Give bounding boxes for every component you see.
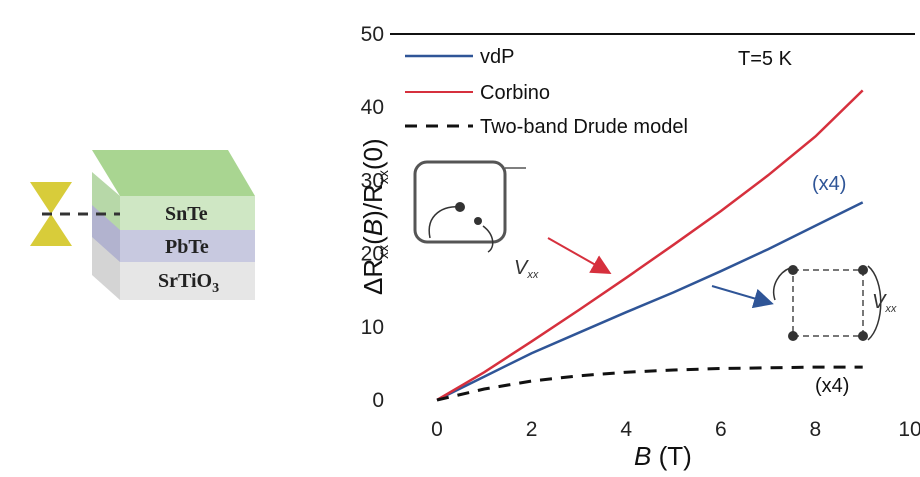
vdp-inset: Vxx (773, 265, 897, 341)
drude-scale-label: (x4) (815, 375, 849, 397)
corbino-sample-outline (413, 160, 507, 244)
layer-label-pbte: PbTe (165, 236, 209, 258)
y-tick-label: 20 (361, 243, 384, 266)
legend-label-vdp: vdP (480, 46, 514, 68)
corbino-contact-2 (474, 217, 482, 225)
legend: vdP Corbino Two-band Drude model (405, 46, 688, 138)
vdp-contact-4 (858, 331, 868, 341)
vdp-sample-outline (792, 269, 864, 337)
x-axis-label: B (T) (634, 441, 692, 471)
series-line-corbino (436, 89, 864, 402)
y-tick-label: 30 (361, 169, 384, 192)
series-line-two-band-drude-model (436, 365, 863, 402)
series-line-vdp (436, 201, 864, 402)
x-tick-labels: 0 2 4 6 8 10 (431, 418, 920, 441)
x-tick-label: 2 (526, 418, 538, 441)
y-tick-label: 10 (361, 316, 384, 339)
layer-stack-schematic: SnTe PbTe SrTiO3 (30, 150, 255, 300)
vdp-contact-2 (858, 265, 868, 275)
srtio3-front (120, 260, 255, 300)
layer-label-srtio3: SrTiO3 (158, 270, 219, 296)
snte-front (120, 196, 255, 230)
corbino-voltage-arc (482, 225, 494, 253)
x-tick-label: 8 (810, 418, 822, 441)
vdp-contact-3 (788, 331, 798, 341)
corbino-vxx-label: Vxx (514, 257, 539, 281)
vdp-contact-1 (788, 265, 798, 275)
y-tick-labels: 0 10 20 30 40 50 (361, 23, 384, 412)
y-axis-label: ΔRxx(B)/Rxx(0) (358, 138, 391, 295)
x-tick-label: 4 (620, 418, 632, 441)
corbino-inset: Vxx (413, 160, 539, 281)
x-tick-label: 0 (431, 418, 443, 441)
x-tick-label: 6 (715, 418, 727, 441)
corbino-contact-1 (455, 202, 465, 212)
legend-label-corbino: Corbino (480, 82, 550, 104)
corbino-probe-arc (428, 206, 461, 239)
vdp-current-arc (773, 267, 791, 301)
layer-label-snte: SnTe (165, 203, 208, 225)
x-tick-label: 10 (898, 418, 920, 441)
y-tick-label: 0 (372, 389, 384, 412)
pbte-side (92, 204, 120, 262)
vdp-vxx-label: Vxx (872, 291, 897, 315)
y-tick-label: 40 (361, 96, 384, 119)
vdp-arrow (711, 285, 774, 309)
vdp-voltage-arc (867, 265, 882, 341)
snte-top (92, 150, 255, 196)
dirac-cone-icon (30, 182, 72, 246)
pbte-front (120, 228, 255, 262)
vdp-scale-label: (x4) (812, 173, 846, 195)
corbino-arrow (547, 237, 612, 274)
snte-side (92, 172, 120, 230)
srtio3-side (92, 235, 120, 300)
y-tick-label: 50 (361, 23, 384, 46)
series-layer (436, 89, 864, 402)
legend-label-drude: Two-band Drude model (480, 116, 688, 138)
temperature-annotation: T=5 K (738, 48, 793, 70)
